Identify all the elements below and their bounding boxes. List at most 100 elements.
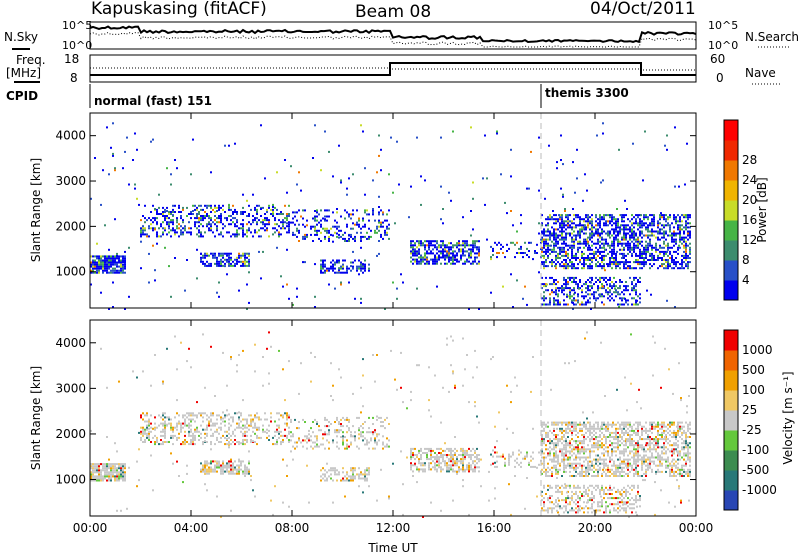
data-cell <box>581 289 583 292</box>
data-cell <box>372 433 374 436</box>
data-cell <box>450 466 452 469</box>
data-cell <box>687 257 689 259</box>
data-cell <box>545 297 547 300</box>
data-cell <box>348 418 350 421</box>
data-cell <box>545 434 547 436</box>
data-cell <box>611 228 613 231</box>
data-cell <box>356 473 358 476</box>
data-cell <box>464 242 466 245</box>
data-cell <box>322 227 324 230</box>
data-cell <box>364 265 366 268</box>
data-cell <box>585 216 587 219</box>
data-cell <box>567 232 569 235</box>
data-cell <box>440 256 442 259</box>
data-cell <box>563 276 565 279</box>
data-cell <box>555 470 557 473</box>
data-cell <box>559 230 561 233</box>
data-cell <box>615 429 617 432</box>
data-cell <box>230 416 232 419</box>
data-cell <box>602 122 604 125</box>
data-cell <box>689 234 691 237</box>
data-cell <box>352 467 354 470</box>
data-cell <box>577 267 579 270</box>
data-cell <box>460 258 462 261</box>
data-cell <box>292 231 294 234</box>
data-cell <box>553 458 555 461</box>
data-cell <box>240 264 242 267</box>
data-cell <box>112 259 114 262</box>
data-cell <box>116 477 118 480</box>
data-cell <box>424 240 426 243</box>
data-cell <box>613 257 615 259</box>
data-cell <box>597 265 599 268</box>
data-cell <box>298 231 300 234</box>
data-cell <box>551 466 553 469</box>
data-cell <box>472 246 474 249</box>
data-cell <box>454 454 456 456</box>
data-cell <box>577 240 579 243</box>
data-cell <box>362 427 364 430</box>
data-cell <box>182 219 184 222</box>
data-cell <box>418 458 420 461</box>
data-cell <box>206 260 208 263</box>
data-cell <box>621 236 623 239</box>
data-cell <box>414 242 416 245</box>
data-cell <box>448 449 450 452</box>
data-cell <box>378 211 380 214</box>
data-cell <box>96 469 98 472</box>
data-cell <box>342 437 344 440</box>
data-cell <box>94 469 96 472</box>
data-cell <box>579 232 581 235</box>
data-cell <box>661 228 663 231</box>
data-cell <box>378 225 380 228</box>
data-cell <box>410 242 412 245</box>
data-cell <box>310 225 312 228</box>
data-cell <box>448 454 450 456</box>
data-cell <box>623 293 625 296</box>
data-cell <box>306 441 308 444</box>
data-cell <box>204 432 206 435</box>
data-cell <box>623 261 625 264</box>
data-cell <box>264 229 266 232</box>
data-cell <box>647 216 649 219</box>
data-cell <box>671 259 673 261</box>
data-cell <box>551 283 553 286</box>
data-cell <box>412 456 414 459</box>
data-cell <box>599 220 601 223</box>
data-cell <box>90 255 92 258</box>
data-cell <box>314 217 316 220</box>
data-cell <box>230 235 232 238</box>
data-cell <box>549 468 551 471</box>
data-cell <box>342 267 344 270</box>
data-cell <box>268 204 270 207</box>
data-cell <box>641 267 643 270</box>
data-cell <box>368 263 370 266</box>
data-cell <box>573 429 575 432</box>
data-cell <box>352 261 354 264</box>
data-cell <box>611 444 613 447</box>
data-cell <box>444 454 446 456</box>
data-cell <box>454 462 456 465</box>
data-cell <box>140 267 142 270</box>
data-cell <box>314 225 316 228</box>
data-cell <box>555 421 557 424</box>
data-cell <box>687 214 689 217</box>
data-cell <box>597 250 599 253</box>
data-cell <box>687 267 689 270</box>
data-cell <box>198 225 200 228</box>
data-cell <box>687 263 689 266</box>
data-cell <box>478 460 480 463</box>
data-cell <box>687 232 689 235</box>
data-cell <box>228 466 230 469</box>
data-cell <box>545 234 547 237</box>
data-cell <box>547 452 549 455</box>
data-cell <box>346 418 348 421</box>
data-cell <box>579 450 581 453</box>
data-cell <box>446 252 448 255</box>
data-cell <box>428 252 430 255</box>
data-cell <box>681 263 683 266</box>
data-cell <box>298 427 300 430</box>
data-cell <box>140 231 142 234</box>
data-cell <box>208 262 210 265</box>
data-cell <box>156 213 158 215</box>
